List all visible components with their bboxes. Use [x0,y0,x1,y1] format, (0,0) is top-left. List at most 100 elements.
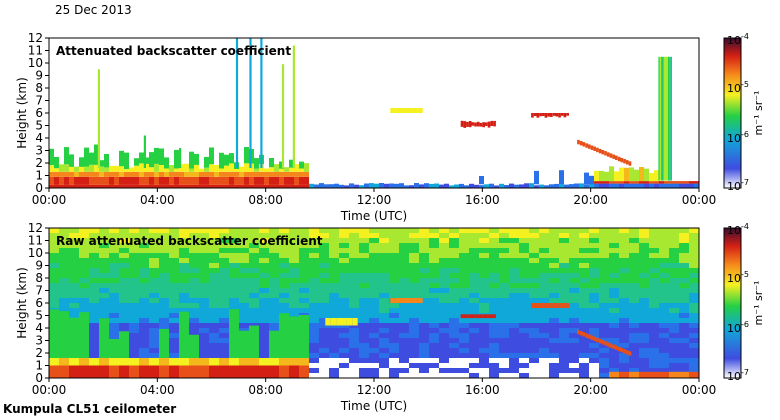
heatmap-cell [479,298,489,303]
heatmap-cell [577,139,580,145]
heatmap-cell [529,313,539,318]
heatmap-cell [559,348,569,353]
heatmap-cell [409,228,419,233]
heatmap-cell [179,148,182,168]
heatmap-cell [339,253,349,258]
y-tick-label: 2 [35,346,43,360]
heatmap-cell [539,338,549,343]
heatmap-cell [164,184,169,188]
heatmap-cell [329,248,339,253]
heatmap-cell [379,358,389,363]
heatmap-cell [309,248,319,253]
heatmap-cell [485,122,488,126]
heatmap-cell [539,323,549,328]
heatmap-cell [319,248,329,253]
heatmap-cell [319,268,329,273]
heatmap-cell [284,176,289,185]
heatmap-cell [69,365,79,378]
heatmap-cell [99,318,109,358]
heatmap-cell [54,168,59,172]
heatmap-cell [59,176,64,185]
heatmap-cell [169,328,179,333]
heatmap-cell [174,171,179,177]
heatmap-cell [149,228,159,233]
heatmap-cell [209,338,219,343]
heatmap-cell [579,323,589,328]
heatmap-cell [684,181,689,184]
heatmap-cell [89,358,99,366]
heatmap-cell [224,184,229,188]
heatmap-cell [629,338,639,343]
heatmap-cell [609,263,619,268]
heatmap-cell [469,298,479,303]
heatmap-cell [589,318,599,323]
heatmap-cell [294,184,299,188]
heatmap-cell [259,268,269,273]
heatmap-cell [259,348,269,353]
heatmap-cell [219,348,229,353]
heatmap-cell [569,298,579,303]
heatmap-cell [69,238,79,243]
heatmap-cell [469,243,479,248]
heatmap-cell [499,333,509,338]
heatmap-cell [219,152,224,169]
heatmap-cell [279,258,289,263]
heatmap-cell [539,238,549,243]
heatmap-cell [401,108,407,113]
heatmap-cell [549,268,559,273]
panel-2-x-ticks: 00:00 04:00 08:00 12:00 16:00 20:00 00:00 [32,378,716,397]
heatmap-cell [119,273,129,278]
heatmap-cell [284,184,289,188]
heatmap-cell [659,333,669,338]
heatmap-cell [460,314,464,319]
heatmap-cell [269,228,279,233]
heatmap-cell [395,298,402,303]
heatmap-cell [564,184,569,188]
heatmap-cell [644,181,649,184]
heatmap-cell [639,353,649,358]
heatmap-cell [529,318,539,323]
heatmap-cell [390,298,396,303]
heatmap-cell [479,243,489,248]
heatmap-cell [659,243,669,248]
heatmap-cell [519,258,529,263]
heatmap-cell [89,348,99,353]
heatmap-cell [189,318,199,323]
heatmap-cell [409,323,419,328]
heatmap-cell [459,273,469,278]
heatmap-cell [639,233,649,238]
heatmap-cell [582,142,586,147]
heatmap-cell [615,345,618,350]
heatmap-cell [349,248,359,253]
heatmap-cell [609,293,619,298]
heatmap-cell [319,333,329,338]
heatmap-cell [529,348,539,353]
heatmap-cell [149,152,154,168]
heatmap-cell [49,268,59,273]
heatmap-cell [579,248,589,253]
heatmap-cell [619,288,629,293]
heatmap-cell [639,358,649,363]
heatmap-cell [409,343,419,348]
heatmap-cell [259,248,269,253]
heatmap-cell [139,365,149,378]
heatmap-cell [569,258,579,263]
heatmap-cell [89,333,99,338]
heatmap-cell [219,318,229,323]
x-tick-label: 00:00 [682,193,717,207]
heatmap-cell [159,328,169,358]
heatmap-cell [299,278,309,283]
heatmap-cell [509,268,519,273]
heatmap-cell [499,358,509,363]
heatmap-cell [159,318,169,323]
heatmap-cell [89,228,99,233]
heatmap-cell [289,273,299,278]
heatmap-cell [569,228,579,233]
heatmap-cell [499,183,504,188]
heatmap-cell [419,348,429,353]
heatmap-cell [189,328,199,333]
heatmap-cell [149,288,159,293]
heatmap-cell [629,298,639,303]
heatmap-cell [389,293,399,298]
heatmap-cell [129,298,139,303]
